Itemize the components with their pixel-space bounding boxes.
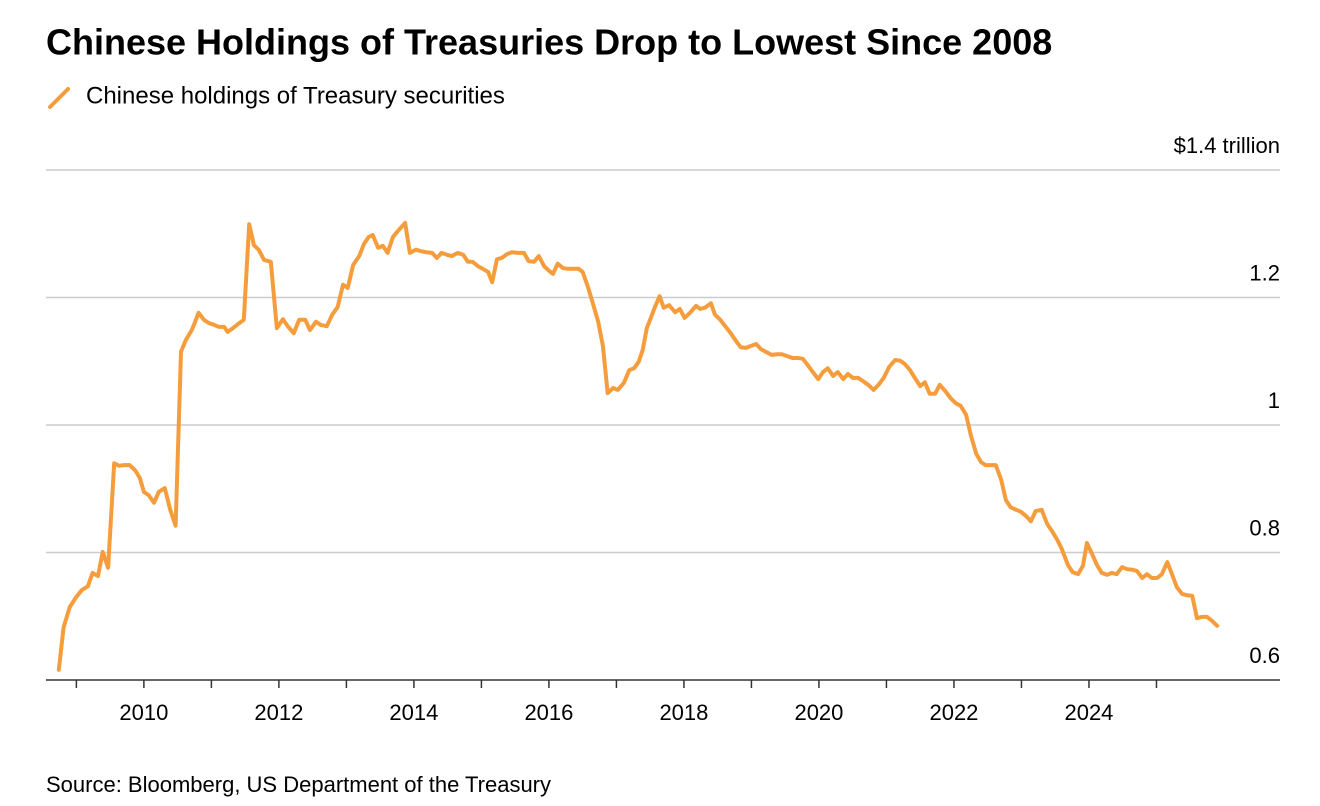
source-note: Source: Bloomberg, US Department of the … [46,772,551,797]
legend-label: Chinese holdings of Treasury securities [86,82,505,109]
x-tick-label: 2014 [389,700,438,725]
x-tick-label: 2022 [929,700,978,725]
chart-title: Chinese Holdings of Treasuries Drop to L… [46,22,1052,63]
y-tick-label: 0.8 [1249,515,1280,540]
y-tick-label: $1.4 trillion [1174,133,1280,158]
x-tick-label: 2012 [254,700,303,725]
x-tick-label: 2010 [119,700,168,725]
x-tick-label: 2016 [524,700,573,725]
y-tick-label: 1 [1268,388,1280,413]
x-tick-label: 2020 [794,700,843,725]
y-tick-label: 0.6 [1249,643,1280,668]
legend-swatch [48,87,70,109]
x-tick-label: 2018 [659,700,708,725]
series-line [56,220,1220,672]
x-tick-label: 2024 [1064,700,1113,725]
y-tick-label: 1.2 [1249,260,1280,285]
